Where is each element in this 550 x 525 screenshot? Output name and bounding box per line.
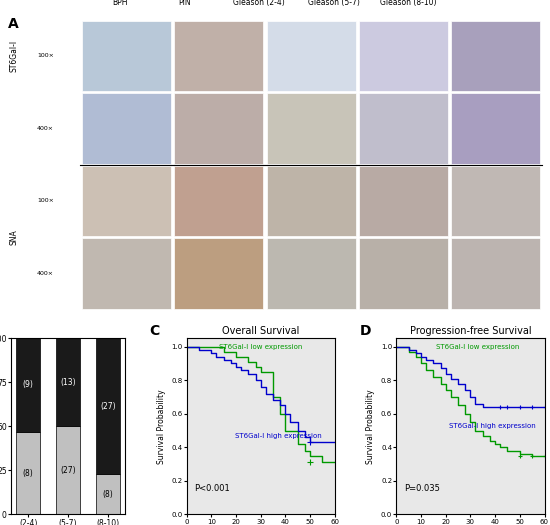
Text: (27): (27)	[60, 466, 76, 475]
FancyBboxPatch shape	[82, 165, 171, 236]
FancyBboxPatch shape	[174, 165, 263, 236]
Text: 400×: 400×	[37, 271, 54, 276]
FancyBboxPatch shape	[451, 93, 540, 164]
FancyBboxPatch shape	[359, 20, 448, 91]
Text: P=0.035: P=0.035	[404, 485, 439, 494]
FancyBboxPatch shape	[359, 165, 448, 236]
Text: D: D	[359, 324, 371, 338]
Text: Gleason (8-10): Gleason (8-10)	[380, 0, 437, 7]
Text: PIN: PIN	[178, 0, 191, 7]
Text: ST6Gal-I high expression: ST6Gal-I high expression	[235, 434, 322, 439]
Text: ST6Gal-I high expression: ST6Gal-I high expression	[449, 423, 536, 429]
FancyBboxPatch shape	[451, 238, 540, 309]
Text: 100×: 100×	[37, 198, 54, 203]
Bar	[96, 338, 120, 474]
Text: ST6Gal-I: ST6Gal-I	[9, 40, 18, 72]
Y-axis label: Survival Probability: Survival Probability	[366, 389, 375, 464]
FancyBboxPatch shape	[451, 165, 540, 236]
Text: (27): (27)	[100, 402, 116, 411]
FancyBboxPatch shape	[82, 20, 171, 91]
FancyBboxPatch shape	[451, 20, 540, 91]
Y-axis label: Survival Probability: Survival Probability	[157, 389, 166, 464]
Text: Gleason (2-4): Gleason (2-4)	[233, 0, 285, 7]
Title: Overall Survival: Overall Survival	[222, 326, 299, 336]
Text: 100×: 100×	[37, 54, 54, 58]
Text: (13): (13)	[60, 378, 76, 387]
FancyBboxPatch shape	[267, 165, 356, 236]
FancyBboxPatch shape	[359, 93, 448, 164]
FancyBboxPatch shape	[267, 20, 356, 91]
Text: (8): (8)	[23, 469, 34, 478]
Text: SNA: SNA	[9, 229, 18, 245]
Bar	[56, 338, 80, 426]
Text: A: A	[8, 17, 19, 30]
Text: 400×: 400×	[37, 126, 54, 131]
FancyBboxPatch shape	[267, 238, 356, 309]
Text: Gleason (5-7): Gleason (5-7)	[308, 0, 360, 7]
Text: P<0.001: P<0.001	[194, 485, 230, 494]
Bar	[16, 432, 40, 514]
Text: C: C	[150, 324, 160, 338]
Text: BPH: BPH	[113, 0, 128, 7]
Title: Progression-free Survival: Progression-free Survival	[410, 326, 531, 336]
Bar	[16, 338, 40, 432]
FancyBboxPatch shape	[82, 93, 171, 164]
FancyBboxPatch shape	[267, 93, 356, 164]
Text: ST6Gal-I low expression: ST6Gal-I low expression	[436, 343, 520, 350]
Text: (8): (8)	[102, 490, 113, 499]
FancyBboxPatch shape	[174, 238, 263, 309]
Bar	[56, 426, 80, 514]
FancyBboxPatch shape	[359, 238, 448, 309]
FancyBboxPatch shape	[174, 20, 263, 91]
FancyBboxPatch shape	[174, 93, 263, 164]
Text: ST6Gal-I low expression: ST6Gal-I low expression	[219, 343, 302, 350]
Bar	[96, 474, 120, 514]
FancyBboxPatch shape	[82, 238, 171, 309]
Text: (9): (9)	[23, 381, 34, 390]
